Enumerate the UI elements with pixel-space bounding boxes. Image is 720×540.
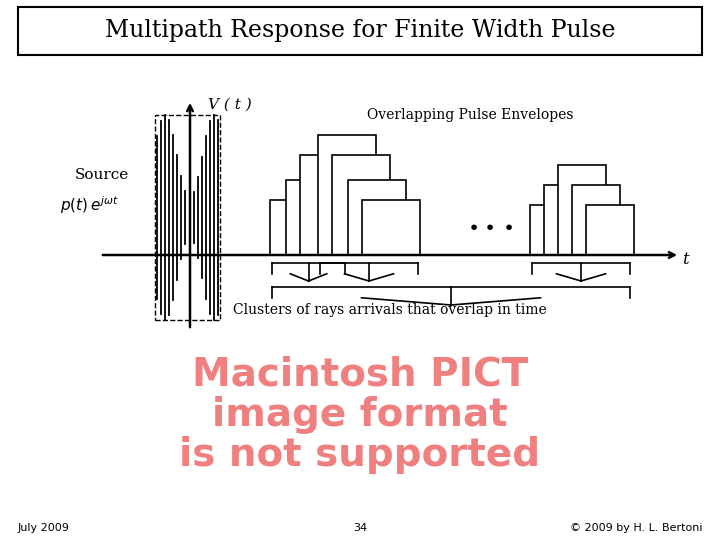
Text: image format: image format [212, 396, 508, 434]
Bar [18, 7, 702, 55]
Text: V ( t ): V ( t ) [208, 98, 252, 112]
Bar [586, 205, 634, 255]
Text: Multipath Response for Finite Width Pulse: Multipath Response for Finite Width Puls… [104, 19, 616, 43]
Text: © 2009 by H. L. Bertoni: © 2009 by H. L. Bertoni [570, 523, 702, 533]
Bar [530, 205, 588, 255]
Text: is not supported: is not supported [179, 436, 541, 474]
Bar [544, 185, 602, 255]
Bar [348, 180, 406, 255]
Bar [300, 155, 358, 255]
Bar [362, 200, 420, 255]
Text: Source: Source [75, 168, 130, 182]
Text: Macintosh PICT: Macintosh PICT [192, 356, 528, 394]
Bar [286, 180, 358, 255]
Text: $\bullet\bullet\bullet$: $\bullet\bullet\bullet$ [467, 215, 513, 234]
Text: Overlapping Pulse Envelopes: Overlapping Pulse Envelopes [366, 108, 573, 122]
Text: $p(t)\,e^{j\omega t}$: $p(t)\,e^{j\omega t}$ [60, 194, 119, 216]
Text: 34: 34 [353, 523, 367, 533]
Bar [558, 165, 606, 255]
Bar [270, 200, 342, 255]
Text: July 2009: July 2009 [18, 523, 70, 533]
Text: Clusters of rays arrivals that overlap in time: Clusters of rays arrivals that overlap i… [233, 303, 547, 317]
Text: t: t [682, 252, 688, 268]
Bar [318, 135, 376, 255]
Bar [332, 155, 390, 255]
Bar [572, 185, 620, 255]
Bar [155, 115, 220, 320]
